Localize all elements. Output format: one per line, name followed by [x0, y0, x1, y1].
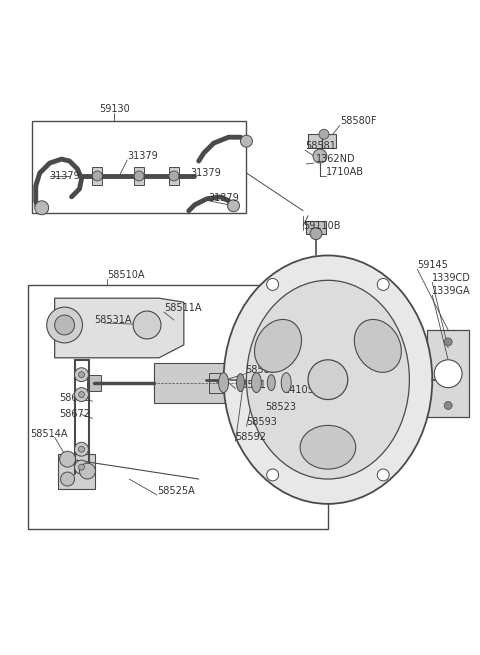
Text: 1710AB: 1710AB [326, 167, 364, 177]
Ellipse shape [267, 375, 275, 390]
Circle shape [267, 469, 278, 481]
Bar [154, 363, 298, 403]
Text: 58593: 58593 [246, 417, 277, 428]
Circle shape [35, 201, 48, 215]
Circle shape [444, 338, 452, 346]
Circle shape [79, 392, 84, 398]
Text: 58525A: 58525A [157, 486, 195, 496]
Text: 59145: 59145 [417, 261, 448, 271]
Circle shape [319, 129, 329, 140]
Circle shape [169, 171, 179, 181]
Text: 24105: 24105 [283, 384, 314, 394]
Circle shape [74, 460, 88, 474]
Circle shape [47, 307, 83, 343]
Circle shape [79, 446, 84, 452]
Ellipse shape [224, 255, 432, 504]
Polygon shape [55, 298, 184, 358]
Bar [93, 167, 102, 185]
Circle shape [134, 171, 144, 181]
Text: 1339GA: 1339GA [432, 286, 471, 296]
Circle shape [267, 278, 278, 290]
Circle shape [228, 200, 240, 212]
Text: 59110B: 59110B [303, 221, 341, 231]
Circle shape [74, 388, 88, 402]
Bar [209, 373, 225, 392]
Circle shape [240, 135, 252, 147]
Text: 31379: 31379 [209, 193, 240, 203]
Text: 31379: 31379 [191, 168, 222, 178]
Bar [308, 134, 336, 148]
Circle shape [133, 311, 161, 339]
Circle shape [79, 372, 84, 378]
Bar [134, 167, 144, 185]
Circle shape [377, 278, 389, 290]
Circle shape [74, 442, 88, 456]
Ellipse shape [281, 373, 291, 392]
Text: 59130: 59130 [99, 104, 130, 115]
Circle shape [434, 360, 462, 388]
Bar [32, 121, 246, 213]
Text: 31379: 31379 [127, 151, 158, 161]
Bar [28, 286, 328, 529]
Ellipse shape [246, 280, 409, 479]
Circle shape [308, 360, 348, 400]
Text: 58511A: 58511A [164, 303, 202, 313]
Ellipse shape [252, 373, 261, 392]
Circle shape [55, 315, 74, 335]
Text: 58510A: 58510A [108, 271, 145, 280]
Circle shape [313, 149, 327, 163]
Ellipse shape [300, 425, 356, 469]
Ellipse shape [237, 374, 244, 392]
Circle shape [377, 469, 389, 481]
Bar [169, 167, 179, 185]
Text: 58523: 58523 [265, 402, 296, 413]
Circle shape [444, 402, 452, 409]
Text: 58592: 58592 [236, 432, 266, 442]
Text: 58672: 58672 [60, 392, 91, 403]
Text: 58531A: 58531A [95, 315, 132, 325]
Text: 43777B: 43777B [364, 340, 401, 350]
Text: 1362ND: 1362ND [316, 154, 356, 164]
Circle shape [80, 463, 96, 479]
Text: 31379: 31379 [50, 171, 81, 181]
Bar [87, 375, 101, 390]
Text: 58581: 58581 [305, 141, 336, 151]
Bar [58, 454, 96, 489]
Circle shape [310, 228, 322, 240]
Circle shape [60, 472, 74, 486]
Circle shape [79, 464, 84, 470]
Circle shape [74, 367, 88, 382]
Bar [154, 367, 308, 398]
Circle shape [60, 451, 75, 467]
Ellipse shape [354, 320, 401, 372]
Circle shape [93, 171, 102, 181]
Ellipse shape [254, 320, 301, 372]
Text: 1339CD: 1339CD [432, 273, 471, 284]
Text: 58514A: 58514A [30, 429, 67, 440]
Text: 58580F: 58580F [340, 117, 376, 126]
Bar [427, 330, 469, 417]
Ellipse shape [218, 373, 228, 392]
Bar [306, 221, 326, 234]
Text: 58672: 58672 [60, 409, 91, 419]
Text: 58591: 58591 [236, 380, 266, 390]
Text: 58585: 58585 [245, 365, 276, 375]
